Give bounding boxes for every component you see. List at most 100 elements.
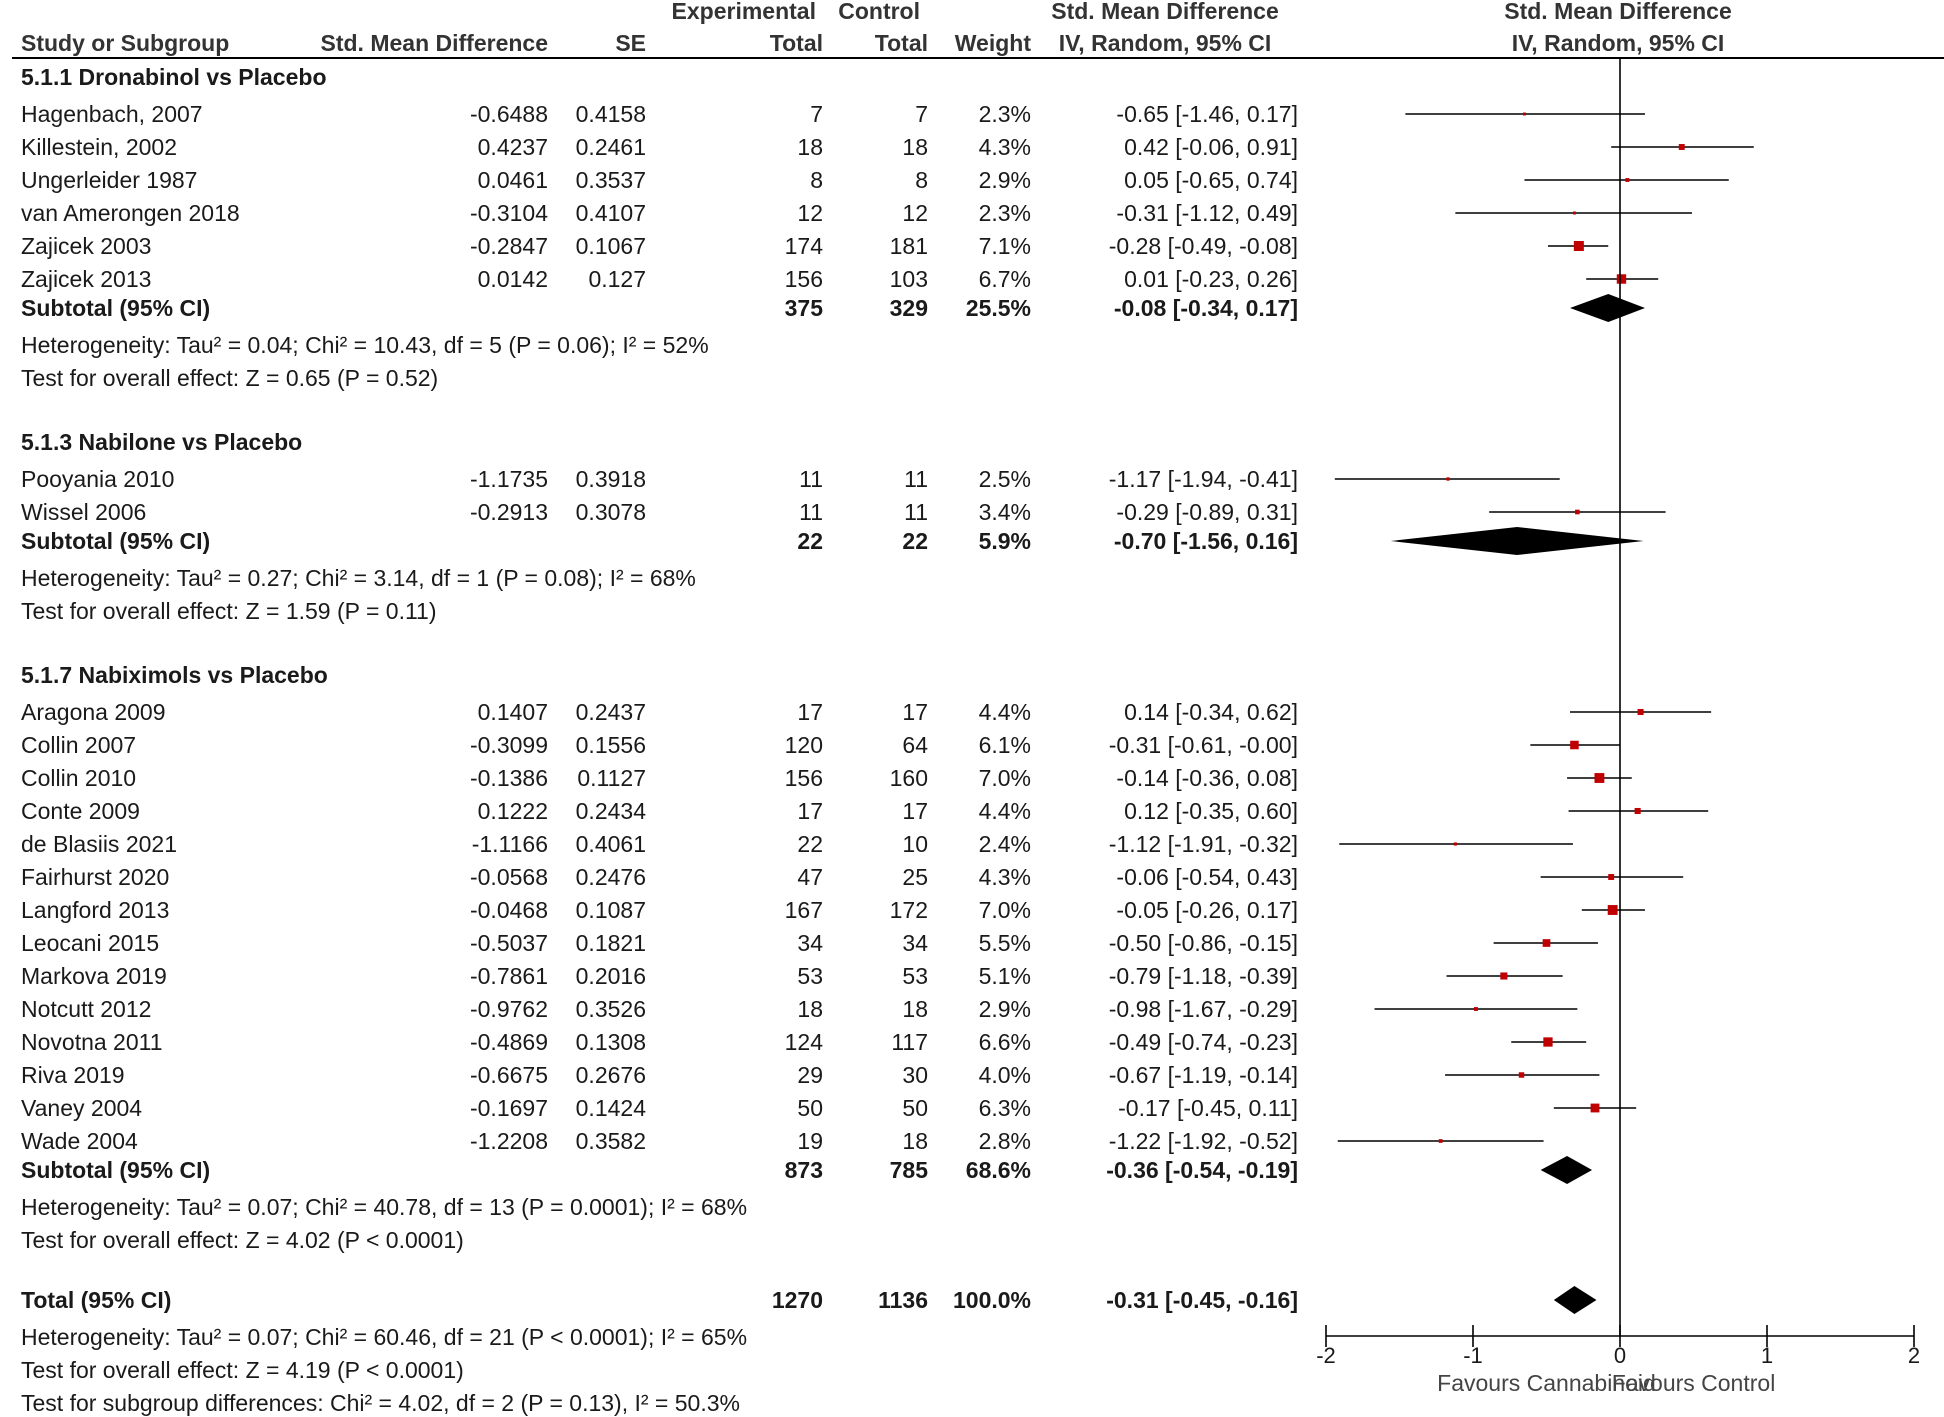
- study-point: [1518, 1072, 1525, 1078]
- study-exp-total: 29: [797, 1062, 823, 1088]
- study-se: 0.1424: [576, 1095, 647, 1121]
- study-ctrl-total: 18: [902, 134, 928, 160]
- study-ctrl-total: 17: [902, 798, 928, 824]
- study-se: 0.4158: [576, 101, 646, 127]
- study-weight: 4.3%: [979, 134, 1031, 160]
- study-name: Langford 2013: [21, 897, 169, 923]
- study-point: [1542, 939, 1551, 947]
- study-smd: -0.7861: [470, 963, 548, 989]
- study-se: 0.4061: [576, 831, 646, 857]
- study-weight: 5.5%: [979, 930, 1031, 956]
- study-weight: 2.9%: [979, 167, 1031, 193]
- study-ci: 0.14 [-0.34, 0.62]: [1124, 699, 1298, 725]
- study-weight: 3.4%: [979, 499, 1031, 525]
- study-se: 0.1821: [576, 930, 646, 956]
- forest-rows: 5.1.1 Dronabinol vs Placebo Hagenbach, 20…: [21, 64, 1298, 1416]
- study-name: Killestein, 2002: [21, 134, 177, 160]
- study-se: 0.1127: [577, 765, 646, 791]
- study-ci: -0.14 [-0.36, 0.08]: [1116, 765, 1298, 791]
- x-tick-label: 0: [1614, 1343, 1626, 1368]
- study-se: 0.4107: [576, 200, 646, 226]
- study-ctrl-total: 7: [915, 101, 928, 127]
- subtotal-exp-total: 22: [797, 528, 823, 554]
- study-smd: 0.0142: [478, 266, 548, 292]
- study-weight: 2.3%: [979, 200, 1031, 226]
- study-weight: 7.0%: [979, 765, 1031, 791]
- study-ci: -0.31 [-0.61, -0.00]: [1109, 732, 1298, 758]
- study-ci: 0.42 [-0.06, 0.91]: [1124, 134, 1298, 160]
- study-ctrl-total: 172: [890, 897, 928, 923]
- study-exp-total: 34: [797, 930, 823, 956]
- subtotal-weight: 5.9%: [979, 528, 1031, 554]
- study-name: Leocani 2015: [21, 930, 159, 956]
- study-weight: 4.0%: [979, 1062, 1031, 1088]
- study-ci: -0.06 [-0.54, 0.43]: [1116, 864, 1298, 890]
- study-ci: -0.49 [-0.74, -0.23]: [1109, 1029, 1298, 1055]
- study-ctrl-total: 53: [902, 963, 928, 989]
- subtotal-diamond: [1540, 1156, 1593, 1184]
- study-point: [1543, 1037, 1553, 1047]
- study-exp-total: 8: [810, 167, 823, 193]
- header-ci-method: IV, Random, 95% CI: [1059, 30, 1272, 56]
- study-ctrl-total: 181: [890, 233, 928, 259]
- study-point: [1608, 874, 1615, 880]
- study-exp-total: 12: [797, 200, 823, 226]
- header-smd: Std. Mean Difference: [321, 30, 549, 56]
- x-tick-label: 2: [1908, 1343, 1920, 1368]
- heterogeneity-text: Heterogeneity: Tau² = 0.27; Chi² = 3.14,…: [21, 565, 696, 591]
- header-ci-title: Std. Mean Difference: [1051, 0, 1279, 24]
- subtotal-ci: -0.08 [-0.34, 0.17]: [1114, 295, 1298, 321]
- study-ci: -1.17 [-1.94, -0.41]: [1109, 466, 1298, 492]
- study-smd: -1.2208: [470, 1128, 548, 1154]
- subgroup-title: 5.1.7 Nabiximols vs Placebo: [21, 662, 328, 688]
- subtotal-exp-total: 873: [785, 1157, 823, 1183]
- study-se: 0.1067: [576, 233, 646, 259]
- subtotal-ci: -0.36 [-0.54, -0.19]: [1106, 1157, 1298, 1183]
- header-experimental: Experimental: [672, 0, 816, 24]
- study-smd: -0.9762: [470, 996, 548, 1022]
- study-weight: 7.0%: [979, 897, 1031, 923]
- study-point: [1500, 972, 1508, 980]
- study-name: Ungerleider 1987: [21, 167, 197, 193]
- study-name: Wissel 2006: [21, 499, 146, 525]
- study-point: [1572, 211, 1576, 215]
- study-ctrl-total: 17: [902, 699, 928, 725]
- study-se: 0.3526: [576, 996, 646, 1022]
- study-smd: -0.4869: [470, 1029, 548, 1055]
- study-name: de Blasiis 2021: [21, 831, 177, 857]
- favours-right-label: Favours Control: [1612, 1370, 1776, 1396]
- study-ctrl-total: 11: [904, 466, 928, 492]
- subtotal-weight: 25.5%: [966, 295, 1031, 321]
- study-se: 0.2434: [576, 798, 647, 824]
- study-point: [1575, 509, 1580, 515]
- subtotal-label: Subtotal (95% CI): [21, 528, 210, 554]
- subtotal-ctrl-total: 329: [890, 295, 928, 321]
- study-exp-total: 156: [785, 765, 823, 791]
- study-exp-total: 174: [785, 233, 824, 259]
- subtotal-label: Subtotal (95% CI): [21, 295, 210, 321]
- study-exp-total: 167: [785, 897, 823, 923]
- study-smd: -0.1697: [470, 1095, 548, 1121]
- study-name: van Amerongen 2018: [21, 200, 240, 226]
- total-weight: 100.0%: [953, 1287, 1031, 1313]
- study-weight: 4.3%: [979, 864, 1031, 890]
- study-smd: -0.5037: [470, 930, 548, 956]
- study-exp-total: 53: [797, 963, 823, 989]
- study-smd: -0.3099: [470, 732, 548, 758]
- study-ci: 0.05 [-0.65, 0.74]: [1124, 167, 1298, 193]
- study-exp-total: 47: [797, 864, 823, 890]
- study-ci: -0.50 [-0.86, -0.15]: [1109, 930, 1298, 956]
- header-study: Study or Subgroup: [21, 30, 229, 56]
- study-point: [1438, 1139, 1443, 1143]
- total-heterogeneity-text: Heterogeneity: Tau² = 0.07; Chi² = 60.46…: [21, 1324, 747, 1350]
- study-weight: 5.1%: [979, 963, 1031, 989]
- study-ci: -1.22 [-1.92, -0.52]: [1109, 1128, 1298, 1154]
- study-ctrl-total: 64: [902, 732, 928, 758]
- subgroup-title: 5.1.1 Dronabinol vs Placebo: [21, 64, 327, 90]
- subtotal-diamond: [1390, 527, 1644, 555]
- study-ctrl-total: 11: [904, 499, 928, 525]
- study-point: [1594, 773, 1605, 783]
- study-name: Collin 2007: [21, 732, 136, 758]
- study-smd: 0.1407: [478, 699, 548, 725]
- header-se: SE: [615, 30, 646, 56]
